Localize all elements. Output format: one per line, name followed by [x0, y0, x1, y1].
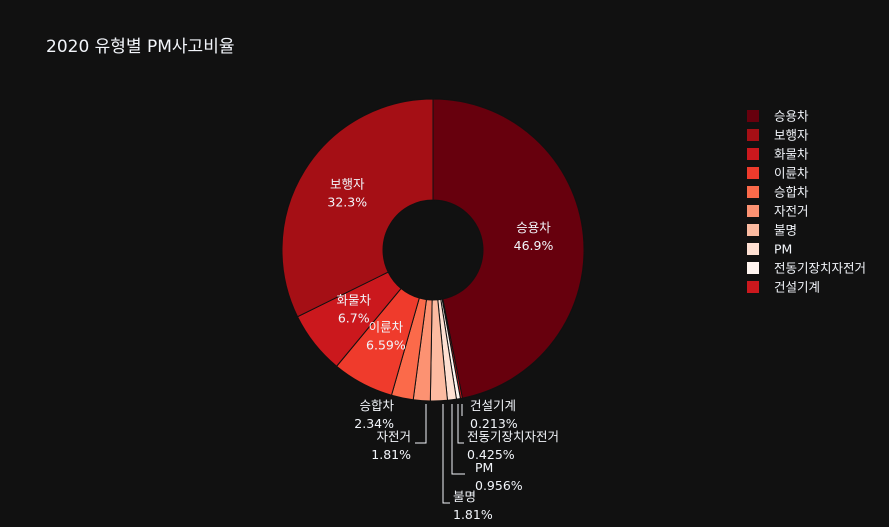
slice-value-승합차: 2.34% [354, 416, 394, 431]
legend-item-화물차[interactable]: 화물차 [747, 147, 809, 162]
legend-item-이륜차[interactable]: 이륜차 [747, 166, 809, 181]
legend-label: 전동기장치자전거 [774, 261, 866, 276]
legend-label: 보행자 [774, 128, 809, 143]
leader-line-전동기장치자전거 [457, 404, 464, 444]
legend-label: 불명 [774, 223, 797, 238]
legend-item-불명[interactable]: 불명 [747, 223, 797, 238]
slice-value-전동기장치자전거: 0.425% [467, 447, 515, 462]
slice-value-건설기계: 0.213% [470, 416, 518, 431]
slice-label-승합차: 승합차 [359, 398, 394, 413]
legend-item-전동기장치자전거[interactable]: 전동기장치자전거 [747, 261, 866, 276]
legend-swatch [747, 186, 759, 198]
slice-label-승용차: 승용차 [516, 220, 551, 235]
legend-label: PM [774, 242, 792, 257]
legend-swatch [747, 148, 759, 160]
legend-label: 이륜차 [774, 166, 809, 181]
legend-swatch [747, 129, 759, 141]
slice-보행자 [281, 98, 434, 318]
slice-label-전동기장치자전거: 전동기장치자전거 [467, 429, 559, 444]
pie-slices [281, 98, 585, 402]
legend-swatch [747, 205, 759, 217]
slice-value-승용차: 46.9% [514, 238, 554, 253]
legend-swatch [747, 243, 759, 255]
legend-item-보행자[interactable]: 보행자 [747, 128, 809, 143]
legend-swatch [747, 262, 759, 274]
legend-label: 화물차 [774, 147, 809, 162]
slice-label-이륜차: 이륜차 [369, 319, 404, 334]
leader-line-자전거 [415, 404, 427, 444]
legend-label: 건설기계 [774, 280, 820, 295]
slice-label-화물차: 화물차 [336, 293, 371, 308]
legend-item-PM[interactable]: PM [747, 242, 792, 257]
legend-item-자전거[interactable]: 자전거 [747, 204, 809, 219]
legend-item-승합차[interactable]: 승합차 [747, 185, 809, 200]
legend-swatch [747, 281, 759, 293]
slice-value-이륜차: 6.59% [366, 337, 406, 352]
legend-label: 자전거 [774, 204, 809, 219]
legend-item-건설기계[interactable]: 건설기계 [747, 280, 820, 295]
slice-label-PM: PM [475, 460, 493, 475]
slice-value-PM: 0.956% [475, 478, 523, 493]
slice-label-불명: 불명 [453, 489, 476, 504]
slice-label-건설기계: 건설기계 [470, 398, 516, 413]
slice-value-불명: 1.81% [453, 507, 493, 522]
legend-swatch [747, 110, 759, 122]
slice-승용차 [432, 98, 585, 399]
slice-value-보행자: 32.3% [327, 195, 367, 210]
slice-labels: 승용차 46.9% 건설기계 0.213%전동기장치자전거 0.425%PM 0.956%… [327, 177, 559, 522]
slice-label-보행자: 보행자 [330, 177, 365, 192]
legend-label: 승합차 [774, 185, 809, 200]
legend-label: 승용차 [774, 109, 809, 124]
chart-title: 2020 유형별 PM사고비율 [46, 37, 234, 57]
legend-swatch [747, 224, 759, 236]
leader-line-불명 [442, 404, 450, 504]
slice-value-자전거: 1.81% [371, 447, 411, 462]
leader-line-PM [451, 404, 465, 475]
legend-item-승용차[interactable]: 승용차 [747, 109, 809, 124]
legend-swatch [747, 167, 759, 179]
slice-value-화물차: 6.7% [338, 311, 370, 326]
slice-label-자전거: 자전거 [376, 429, 411, 444]
